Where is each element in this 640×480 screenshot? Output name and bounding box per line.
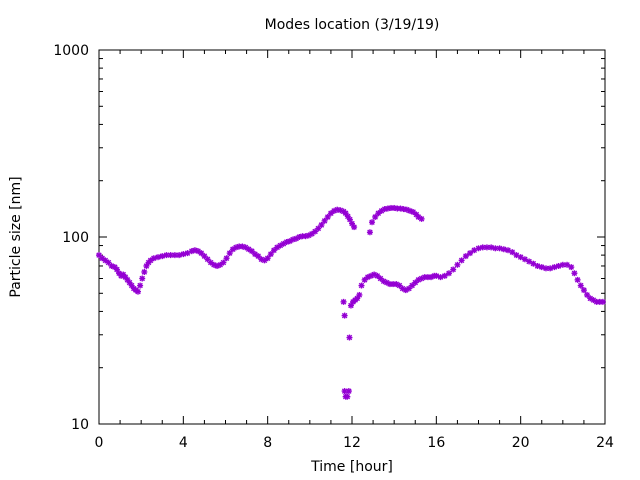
data-point xyxy=(396,282,403,289)
data-point xyxy=(599,298,606,305)
data-point xyxy=(584,291,591,298)
data-point xyxy=(356,291,363,298)
data-point xyxy=(341,312,348,319)
data-point xyxy=(155,254,162,261)
data-point xyxy=(220,259,227,266)
x-axis-title: Time [hour] xyxy=(310,459,393,475)
y-axis-title: Particle size [nm] xyxy=(8,176,24,297)
data-point xyxy=(509,249,516,256)
data-point xyxy=(488,244,495,251)
data-point xyxy=(358,282,365,289)
data-point xyxy=(547,265,554,272)
data-point xyxy=(418,215,425,222)
data-point xyxy=(475,245,482,252)
data-point xyxy=(135,288,142,295)
y-tick-label: 10 xyxy=(71,417,89,433)
x-tick-label: 24 xyxy=(596,435,614,451)
data-point xyxy=(483,244,490,251)
data-point xyxy=(351,224,358,231)
data-point xyxy=(366,229,373,236)
data-point xyxy=(150,255,157,262)
x-tick-label: 4 xyxy=(179,435,188,451)
x-tick-label: 12 xyxy=(343,435,361,451)
data-point xyxy=(283,239,290,246)
data-point xyxy=(571,270,578,277)
data-point xyxy=(462,253,469,260)
data-point xyxy=(538,264,545,271)
data-point xyxy=(564,261,571,268)
data-point xyxy=(551,264,558,271)
data-point xyxy=(450,266,457,273)
x-tick-label: 20 xyxy=(512,435,530,451)
data-point xyxy=(526,258,533,265)
data-point xyxy=(346,334,353,341)
x-tick-labels: 0 4 8 12 16 20 24 xyxy=(95,435,614,451)
data-point xyxy=(139,275,146,282)
data-point xyxy=(264,255,271,262)
data-point xyxy=(159,253,166,260)
data-point xyxy=(467,250,474,257)
data-point xyxy=(580,287,587,294)
data-point xyxy=(441,272,448,279)
data-point xyxy=(377,275,384,282)
data-point xyxy=(372,213,379,220)
data-point xyxy=(223,255,230,262)
y-tick-label: 100 xyxy=(62,230,89,246)
data-point xyxy=(454,261,461,268)
data-point xyxy=(141,268,148,275)
data-point xyxy=(530,260,537,267)
data-point xyxy=(345,388,352,395)
data-point xyxy=(445,270,452,277)
data-point xyxy=(568,264,575,271)
y-tick-labels: 10 100 1000 xyxy=(53,43,89,433)
data-point xyxy=(577,282,584,289)
plot-frame xyxy=(98,49,606,425)
x-tick-label: 0 xyxy=(95,435,104,451)
data-point xyxy=(574,276,581,283)
data-point xyxy=(312,228,319,235)
x-tick-label: 16 xyxy=(427,435,445,451)
data-points xyxy=(96,204,606,400)
data-point xyxy=(204,256,211,263)
data-point xyxy=(431,272,438,279)
y-tick-label: 1000 xyxy=(53,43,89,59)
data-point xyxy=(176,252,183,259)
axis-ticks xyxy=(98,50,606,425)
data-point xyxy=(555,262,562,269)
data-point xyxy=(137,282,144,289)
data-point xyxy=(344,393,351,400)
data-point xyxy=(369,219,376,226)
chart-title: Modes location (3/19/19) xyxy=(265,17,440,33)
data-point xyxy=(180,251,187,258)
x-tick-label: 8 xyxy=(263,435,272,451)
data-point xyxy=(340,298,347,305)
data-point xyxy=(458,257,465,264)
